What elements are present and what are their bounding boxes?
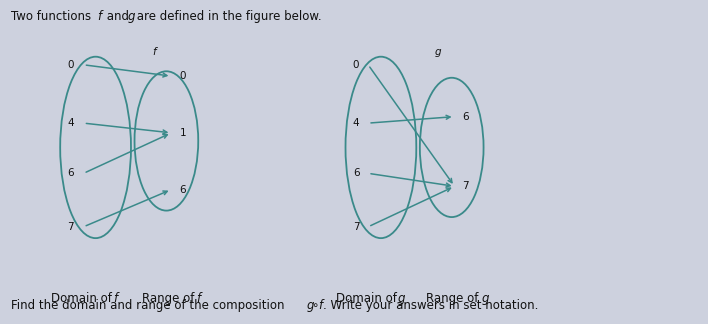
Text: Domain of: Domain of xyxy=(336,292,401,305)
Text: 1: 1 xyxy=(179,128,186,138)
Text: Range of: Range of xyxy=(426,292,483,305)
Text: f: f xyxy=(152,47,156,57)
Text: f: f xyxy=(113,292,118,305)
Text: f: f xyxy=(197,292,201,305)
Text: 4: 4 xyxy=(67,118,74,128)
Text: g: g xyxy=(307,299,314,312)
Text: 7: 7 xyxy=(462,181,469,191)
Text: 6: 6 xyxy=(67,168,74,178)
Text: 7: 7 xyxy=(353,222,360,232)
Text: 0: 0 xyxy=(353,60,360,70)
Text: f: f xyxy=(319,299,323,312)
Text: . Write your answers in set notation.: . Write your answers in set notation. xyxy=(323,299,538,312)
Text: 7: 7 xyxy=(67,222,74,232)
Text: g: g xyxy=(127,10,135,23)
Text: Domain of: Domain of xyxy=(51,292,116,305)
Text: and: and xyxy=(103,10,132,23)
Text: 6: 6 xyxy=(353,168,360,178)
Text: 6: 6 xyxy=(462,112,469,122)
Text: g: g xyxy=(398,292,406,305)
Text: g: g xyxy=(481,292,489,305)
Text: Range of: Range of xyxy=(142,292,198,305)
Text: 6: 6 xyxy=(179,185,186,194)
Text: g: g xyxy=(434,47,441,57)
Text: f: f xyxy=(97,10,101,23)
Text: 0: 0 xyxy=(67,60,74,70)
Text: 0: 0 xyxy=(179,71,186,81)
Text: Find the domain and range of the composition: Find the domain and range of the composi… xyxy=(11,299,288,312)
Text: Two functions: Two functions xyxy=(11,10,94,23)
Text: 4: 4 xyxy=(353,118,360,128)
Text: are defined in the figure below.: are defined in the figure below. xyxy=(133,10,321,23)
Text: ∘: ∘ xyxy=(312,299,319,312)
